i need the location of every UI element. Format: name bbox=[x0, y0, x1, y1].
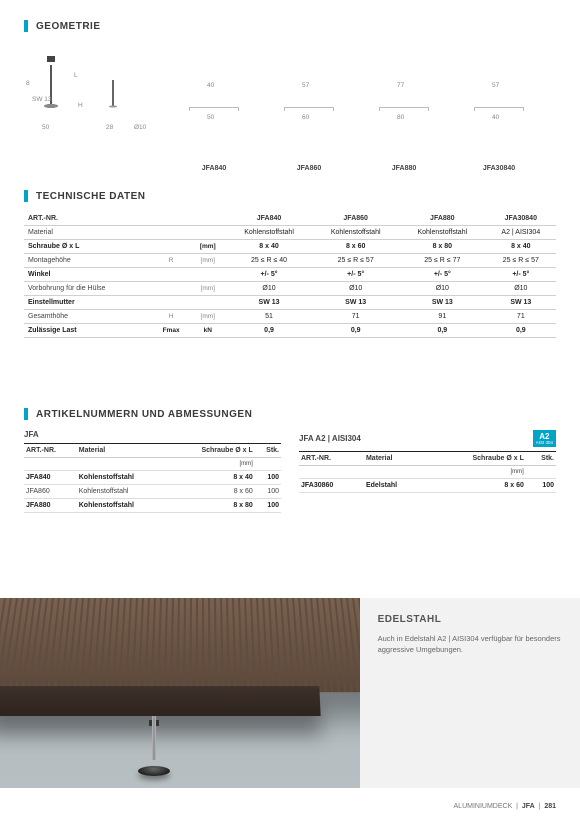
dim-diameter: 8 bbox=[26, 80, 30, 87]
dim-sw: SW 13 bbox=[32, 96, 52, 103]
geom-bracket-w: 80 bbox=[397, 114, 404, 121]
a2-badge: A2AISI 304 bbox=[533, 430, 556, 447]
section-title-tech: TECHNISCHE DATEN bbox=[24, 190, 556, 202]
photo-section: EDELSTAHL Auch in Edelstahl A2 | AISI304… bbox=[0, 598, 580, 788]
art-col-header: Stk. bbox=[526, 451, 556, 465]
art-row: JFA880Kohlenstoffstahl8 x 80100 bbox=[24, 499, 281, 513]
geom-product-name: JFA30840 bbox=[469, 165, 529, 172]
geom-product-name: JFA840 bbox=[184, 165, 244, 172]
art-row: JFA840Kohlenstoffstahl8 x 40100 bbox=[24, 471, 281, 485]
tech-row: Winkel+/- 5°+/- 5°+/- 5°+/- 5° bbox=[24, 268, 556, 282]
tech-col-header: JFA840 bbox=[226, 212, 313, 226]
tech-data-table: ART.-NR. JFA840JFA860JFA880JFA30840 Mater… bbox=[24, 212, 556, 338]
tech-col-header: JFA860 bbox=[312, 212, 399, 226]
articles-right: JFA A2 | AISI304 A2AISI 304 ART.-NR.Mate… bbox=[299, 430, 556, 513]
tech-row: MontagehöheR[mm]25 ≤ R ≤ 4025 ≤ R ≤ 5725… bbox=[24, 254, 556, 268]
section-title-geometry: GEOMETRIE bbox=[24, 20, 556, 32]
art-col-header: Material bbox=[77, 444, 169, 458]
tech-row: EinstellmutterSW 13SW 13SW 13SW 13 bbox=[24, 296, 556, 310]
tech-row: Schraube Ø x L[mm]8 x 408 x 608 x 808 x … bbox=[24, 240, 556, 254]
section-title-articles: ARTIKELNUMMERN UND ABMESSUNGEN bbox=[24, 408, 556, 420]
articles-left: JFA ART.-NR.MaterialSchraube Ø x LStk.[m… bbox=[24, 430, 281, 513]
geom-product-name: JFA880 bbox=[374, 165, 434, 172]
dim-sleeve: 28 bbox=[106, 124, 113, 131]
photo-title: EDELSTAHL bbox=[378, 614, 562, 625]
tech-row: Zulässige LastFmaxkN0,90,90,90,9 bbox=[24, 324, 556, 338]
art-row: JFA30860Edelstahl8 x 60100 bbox=[299, 478, 556, 492]
geom-bracket-w: 40 bbox=[492, 114, 499, 121]
tech-row: Vorbohrung für die Hülse[mm]Ø10Ø10Ø10Ø10 bbox=[24, 282, 556, 296]
photo-body: Auch in Edelstahl A2 | AISI304 verfügbar… bbox=[378, 633, 562, 656]
geom-product-name: JFA860 bbox=[279, 165, 339, 172]
art-right-title: JFA A2 | AISI304 bbox=[299, 434, 361, 443]
tech-col-header bbox=[152, 212, 190, 226]
tech-col-header: ART.-NR. bbox=[24, 212, 152, 226]
art-col-header: ART.-NR. bbox=[299, 451, 364, 465]
page-footer: ALUMINIUMDECK | JFA | 281 bbox=[454, 803, 556, 810]
tech-row: GesamthöheH[mm]51719171 bbox=[24, 310, 556, 324]
art-col-header: Stk. bbox=[255, 444, 281, 458]
geom-range: 40 bbox=[207, 82, 214, 89]
tech-col-header: JFA30840 bbox=[486, 212, 556, 226]
art-col-header: ART.-NR. bbox=[24, 444, 77, 458]
tech-row: MaterialKohlenstoffstahlKohlenstoffstahl… bbox=[24, 226, 556, 240]
geom-range: 77 bbox=[397, 82, 404, 89]
geom-bracket-w: 60 bbox=[302, 114, 309, 121]
art-col-header: Schraube Ø x L bbox=[427, 451, 526, 465]
dim-length: L bbox=[74, 72, 78, 79]
art-left-title: JFA bbox=[24, 430, 39, 439]
tech-col-header: JFA880 bbox=[399, 212, 486, 226]
geom-range: 57 bbox=[302, 82, 309, 89]
product-photo bbox=[0, 598, 360, 788]
art-col-header: Material bbox=[364, 451, 427, 465]
geom-bracket-w: 50 bbox=[207, 114, 214, 121]
geom-range: 57 bbox=[492, 82, 499, 89]
art-row: JFA860Kohlenstoffstahl8 x 60100 bbox=[24, 485, 281, 499]
dim-plate: 50 bbox=[42, 124, 49, 131]
dim-height: H bbox=[78, 102, 83, 109]
art-col-header: Schraube Ø x L bbox=[169, 444, 255, 458]
dim-dia: Ø10 bbox=[134, 124, 146, 131]
geometry-diagram: 8 L SW 13 50 H 28 Ø10 40 50 JFA840 57 60 JFA8… bbox=[24, 42, 556, 172]
tech-col-header bbox=[190, 212, 226, 226]
